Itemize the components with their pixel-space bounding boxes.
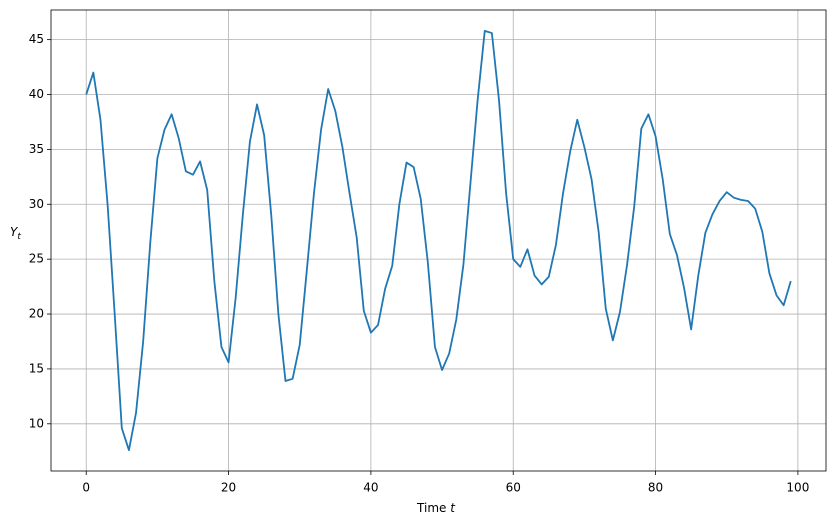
y-tick-label: 20 [29, 307, 44, 321]
y-tick-label: 40 [29, 87, 44, 101]
y-tick-label: 10 [29, 416, 44, 430]
x-tick-label: 0 [82, 481, 90, 495]
y-tick-label: 45 [29, 32, 44, 46]
y-tick-label: 25 [29, 252, 44, 266]
y-label-text: Y [10, 225, 19, 239]
x-tick-label: 80 [648, 481, 663, 495]
y-tick-label: 35 [29, 142, 44, 156]
y-tick-label: 15 [29, 361, 44, 375]
x-tick-label: 20 [221, 481, 236, 495]
y-label-sub: t [17, 232, 21, 242]
x-tick-label: 100 [786, 481, 809, 495]
x-axis-label: Time t [416, 501, 456, 515]
x-tick-label: 60 [506, 481, 521, 495]
x-label-var: t [450, 501, 456, 515]
plot-frame [50, 9, 827, 472]
x-tick-label: 40 [363, 481, 378, 495]
x-label-text: Time [416, 501, 450, 515]
y-axis-label: Yt [10, 225, 21, 242]
y-tick-label: 30 [29, 197, 44, 211]
line [85, 29, 792, 452]
